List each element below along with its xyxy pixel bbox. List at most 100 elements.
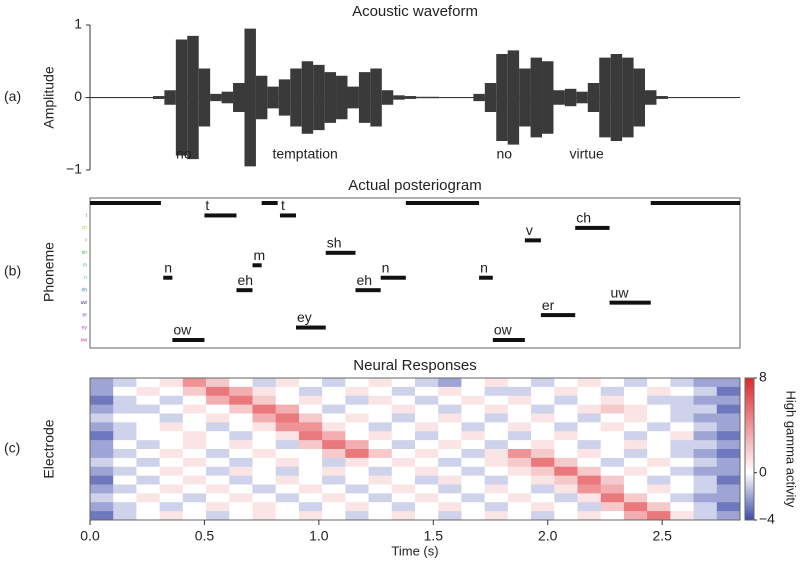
heatmap-cell [623,395,648,406]
heatmap-cell [531,484,555,494]
heatmap-cell [345,378,370,388]
heatmap-cell [275,395,300,406]
waveform-sample [667,97,680,99]
panel-label: (c) [4,440,20,456]
heatmap-cell [345,395,370,406]
heatmap-cell [554,422,578,432]
y-tick-label: n [84,275,87,281]
heatmap-cell [322,502,346,512]
x-axis-label: Time (s) [391,543,438,558]
phoneme-label: n [382,259,390,275]
heatmap-cell [368,466,393,477]
heatmap-cell [531,395,555,406]
heatmap-cell [229,413,253,423]
heatmap-cell [647,484,671,494]
word-label: temptation [272,146,337,162]
phoneme-label: sh [327,235,342,251]
heatmap-cell [623,449,648,459]
heatmap-cell [600,466,625,477]
heatmap-cell [484,431,509,441]
heatmap-cell [113,404,137,414]
heatmap-cell [368,386,393,397]
heatmap-cell [461,413,486,423]
waveform-sample [255,75,268,120]
heatmap-cell [252,422,277,432]
heatmap-cell [206,493,230,503]
heatmap-cell [623,475,648,485]
heatmap-cell [577,466,602,477]
heatmap-cell [345,493,370,503]
heatmap-cell [554,404,578,414]
heatmap-cell [716,422,741,432]
phoneme-bar [279,213,296,218]
heatmap-cell [206,484,230,494]
heatmap-cell [507,386,532,397]
waveform-sample [599,57,611,138]
y-tick-label: sh [82,250,88,256]
x-tick-label: 0.5 [195,528,215,544]
colorbar-tick-label: −4 [759,511,775,527]
heatmap-cell [531,386,555,397]
waveform-sample [393,95,405,100]
phoneme-bar [325,250,356,255]
heatmap-cell [484,413,509,423]
waveform-sample [290,68,302,127]
heatmap-cell [182,404,207,414]
heatmap-cell [322,386,346,397]
heatmap-cell [438,493,462,503]
waveform-sample [95,97,108,99]
heatmap-cell [368,449,393,459]
heatmap-cell [345,449,370,459]
heatmap-cell [623,502,648,512]
heatmap-cell [716,449,741,459]
waveform-sample [576,91,588,104]
heatmap-cell [252,431,277,441]
waveform-sample [679,97,691,99]
heatmap-cell [182,413,207,423]
heatmap-cell [113,502,137,512]
heatmap-cell [275,404,300,414]
heatmap-cell [484,484,509,494]
heatmap-cell [206,502,230,512]
phoneme-bar [479,275,493,280]
heatmap-cell [531,457,555,468]
waveform-sample [530,57,543,138]
waveform-sample [633,68,646,127]
heatmap-cell [368,502,393,512]
heatmap-cell [275,457,300,468]
heatmap-cell [182,395,207,406]
heatmap-cell [275,431,300,441]
heatmap-cell [206,449,230,459]
heatmap-cell [716,502,741,512]
phoneme-bar [172,338,205,342]
heatmap-cell [577,511,602,521]
heatmap-cell [438,457,462,468]
heatmap-cell [438,378,462,388]
y-tick-label: −1 [66,161,82,177]
heatmap-cell [554,475,578,485]
heatmap-cell [252,386,277,397]
heatmap-cell [577,431,602,441]
heatmap-cell [345,404,370,414]
heatmap-cell [716,466,741,477]
heatmap-cell [322,511,346,521]
heatmap-cell [182,422,207,432]
y-tick-label: er [83,312,88,318]
phoneme-label: ow [173,322,192,338]
phoneme-label: v [526,222,533,238]
heatmap-cell [507,378,532,388]
heatmap-cell [415,502,439,512]
waveform-sample [725,97,737,99]
heatmap-cell [693,493,718,503]
heatmap-cell [716,440,741,450]
heatmap-cell [507,449,532,459]
heatmap-cell [368,440,393,450]
heatmap-cell [415,493,439,503]
heatmap-cell [647,422,671,432]
waveform-sample [507,50,520,145]
heatmap-cell [554,457,578,468]
y-tick-label: uw [81,300,88,306]
heatmap-cell [438,502,462,512]
phoneme-bar [261,201,278,205]
phoneme-bar [236,288,253,293]
